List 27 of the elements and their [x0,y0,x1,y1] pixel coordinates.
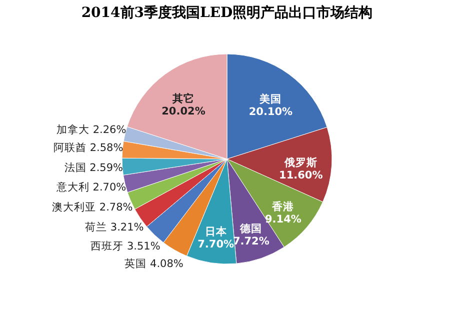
slice-label: 西班牙 [90,240,124,253]
data-label: 2.58% [90,142,124,154]
data-label: 11.60% [279,170,324,182]
slice-label: 意大利 [55,180,90,194]
slice-label: 阿联酋 [53,142,86,154]
slice-label: 美国 [258,92,282,106]
data-label: 20.10% [248,106,294,118]
slice-label: 澳大利亚 [52,200,96,214]
slice-label: 荷兰 [85,220,108,234]
slice-label: 香港 [271,200,296,214]
data-label: 3.51% [126,240,160,253]
data-label: 2.59% [90,162,124,174]
slice-label: 英国 [124,256,147,270]
chart-title: 2014前3季度我国LED照明产品出口市场结构 [81,4,373,21]
data-label: 7.70% [198,238,234,251]
data-label: 2.26% [92,124,126,136]
data-label: 2.78% [99,201,133,214]
slice-label: 法国 [64,160,86,174]
slice-label: 德国 [239,222,262,235]
slice-label: 日本 [204,225,228,238]
data-label: 2.70% [92,182,126,194]
data-label: 20.02% [162,106,206,118]
slice-label: 其它 [171,92,194,106]
slice-label: 俄罗斯 [283,156,318,170]
data-label: 4.08% [150,258,184,270]
slice-label: 加拿大 [56,123,90,136]
data-label: 3.21% [110,221,144,234]
